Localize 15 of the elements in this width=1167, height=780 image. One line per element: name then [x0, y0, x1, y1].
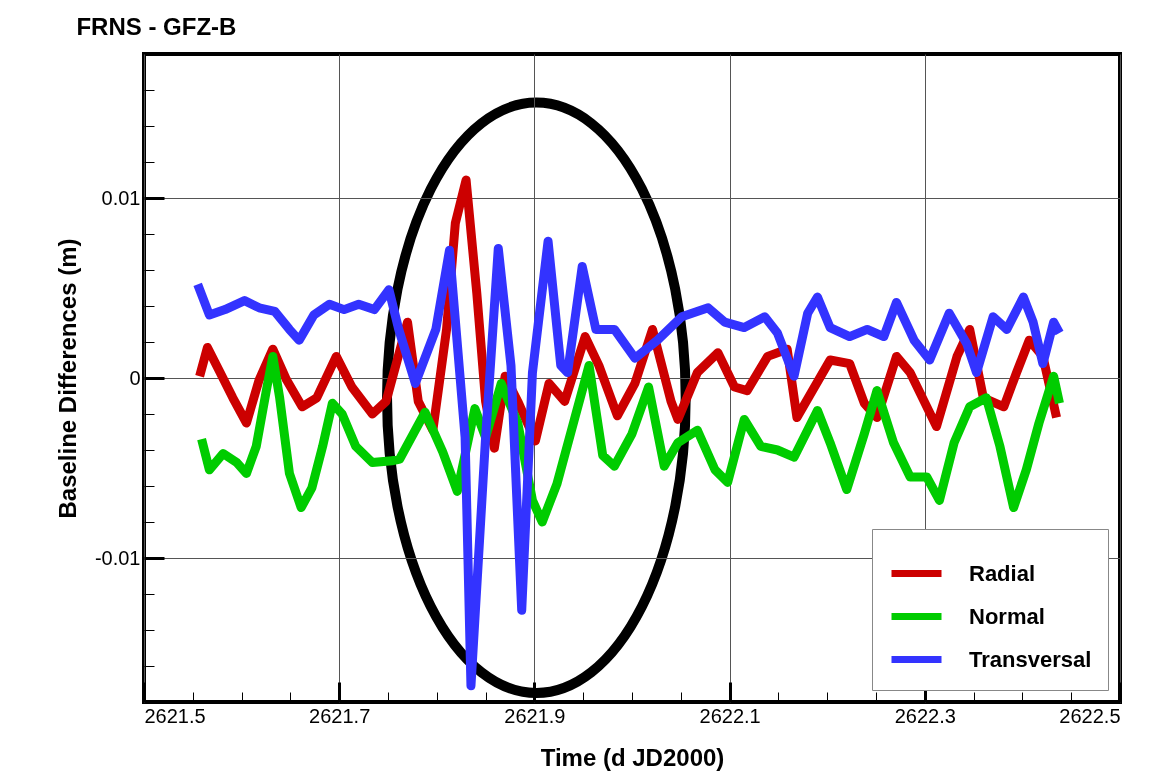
x-tick-label: 2621.5 [144, 704, 206, 727]
x-tick-label: 2622.1 [699, 704, 761, 727]
x-axis-title: Time (d JD2000) [540, 743, 725, 771]
legend-label: Normal [969, 603, 1045, 629]
y-tick-label: 0.01 [101, 186, 141, 209]
y-tick-label: -0.01 [94, 546, 141, 569]
legend-label: Radial [969, 560, 1036, 586]
x-tick-label: 2622.3 [894, 704, 956, 727]
legend-label: Transversal [969, 646, 1092, 672]
x-tick-label: 2621.9 [504, 704, 566, 727]
x-tick-label: 2622.5 [1059, 704, 1121, 727]
y-tick-label: 0 [129, 366, 141, 389]
x-tick-label: 2621.7 [309, 704, 371, 727]
chart-title: FRNS - GFZ-B [76, 13, 237, 40]
y-axis-title: Baseline Differences (m) [53, 238, 81, 519]
